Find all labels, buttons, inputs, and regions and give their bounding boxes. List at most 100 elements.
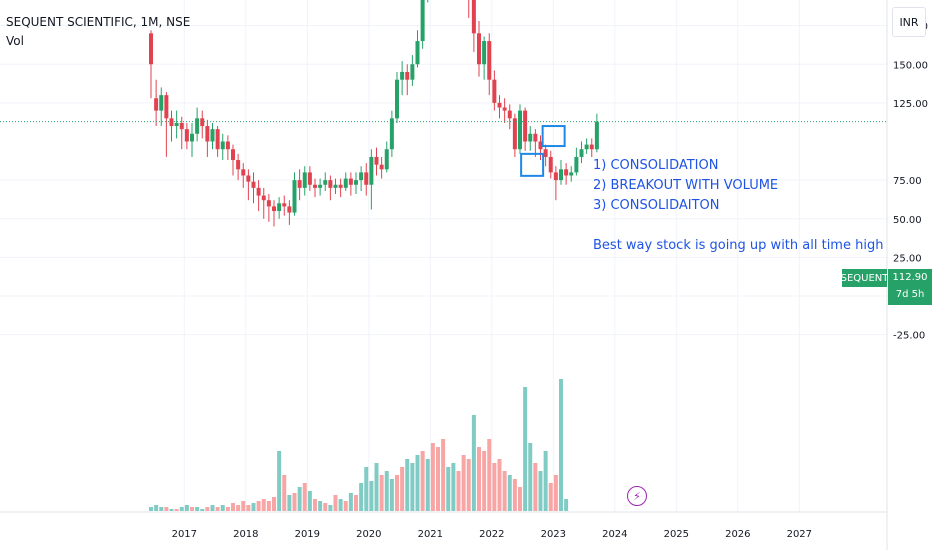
candle-body bbox=[410, 64, 415, 80]
volume-bar bbox=[205, 507, 210, 511]
x-tick-label: 2017 bbox=[172, 529, 197, 540]
volume-bar bbox=[333, 495, 338, 511]
volume-bar bbox=[266, 501, 271, 511]
volume-bar bbox=[477, 447, 481, 511]
volume-bar bbox=[512, 479, 517, 511]
volume-bar bbox=[533, 463, 538, 511]
candle-body bbox=[164, 95, 169, 119]
volume-bar bbox=[564, 499, 569, 511]
volume-indicator-label[interactable]: Vol bbox=[6, 34, 24, 48]
volume-bar bbox=[502, 471, 507, 511]
volume-bar bbox=[328, 505, 333, 511]
volume-bar bbox=[420, 451, 425, 511]
candle-body bbox=[272, 206, 276, 212]
candle-body bbox=[149, 33, 153, 65]
candle-body bbox=[261, 195, 266, 201]
candle-body bbox=[318, 184, 323, 188]
candle-body bbox=[512, 118, 517, 150]
annotation-note: Best way stock is going up with all time… bbox=[593, 238, 887, 253]
volume-bar bbox=[482, 451, 487, 511]
candle-body bbox=[589, 144, 594, 150]
candle-body bbox=[292, 180, 297, 213]
candle-body bbox=[251, 181, 256, 188]
candle-body bbox=[282, 203, 287, 207]
volume-bar bbox=[169, 509, 174, 511]
candle-body bbox=[195, 118, 200, 134]
lightning-icon[interactable]: ⚡ bbox=[627, 486, 647, 506]
candle-body bbox=[528, 133, 533, 142]
candle-body bbox=[564, 169, 569, 176]
volume-bar bbox=[277, 451, 282, 511]
last-price-tag: 112.90 7d 5h bbox=[888, 269, 932, 305]
volume-bar bbox=[292, 493, 297, 511]
volume-bar bbox=[313, 499, 317, 511]
candle-body bbox=[395, 79, 399, 119]
volume-bar bbox=[466, 459, 471, 511]
volume-bar bbox=[446, 467, 451, 511]
candle-body bbox=[184, 129, 189, 142]
x-tick-label: 2020 bbox=[356, 529, 381, 540]
candle-body bbox=[523, 110, 528, 142]
volume-bar bbox=[487, 439, 492, 511]
volume-bar bbox=[415, 455, 420, 511]
candle-body bbox=[205, 126, 210, 142]
volume-bar bbox=[307, 491, 312, 511]
volume-bar bbox=[159, 507, 164, 511]
volume-bar bbox=[559, 379, 563, 511]
volume-bar bbox=[471, 415, 476, 511]
x-tick-label: 2027 bbox=[787, 529, 812, 540]
candle-body bbox=[220, 141, 225, 150]
candle-body bbox=[348, 178, 353, 185]
candle-body bbox=[338, 184, 343, 188]
volume-bar bbox=[272, 497, 276, 511]
consolidation-box-2 bbox=[541, 125, 566, 148]
candle-body bbox=[328, 180, 333, 188]
candle-body bbox=[313, 184, 317, 188]
volume-bar bbox=[231, 503, 235, 511]
volume-bar bbox=[543, 451, 548, 511]
volume-bar bbox=[241, 501, 246, 511]
chart-title: SEQUENT SCIENTIFIC, 1M, NSE bbox=[6, 15, 191, 29]
volume-bar bbox=[379, 475, 384, 511]
volume-bar bbox=[210, 505, 215, 511]
x-tick-label: 2025 bbox=[664, 529, 689, 540]
candle-body bbox=[569, 172, 574, 176]
y-tick-label: 50.00 bbox=[893, 215, 922, 226]
candle-body bbox=[333, 184, 338, 188]
bar-countdown: 7d 5h bbox=[895, 289, 925, 300]
volume-bar bbox=[215, 507, 220, 511]
currency-selector[interactable]: INR bbox=[892, 7, 926, 37]
candle-body bbox=[379, 164, 384, 170]
volume-bar bbox=[200, 509, 205, 511]
candle-body bbox=[215, 129, 220, 150]
candle-body bbox=[297, 180, 302, 188]
last-price-value: 112.90 bbox=[892, 272, 928, 283]
volume-bar bbox=[436, 447, 440, 511]
volume-bar bbox=[410, 463, 415, 511]
y-tick-label: 125.00 bbox=[893, 99, 928, 110]
candle-body bbox=[559, 169, 563, 181]
candle-body bbox=[389, 118, 394, 150]
x-tick-label: 2021 bbox=[418, 529, 443, 540]
volume-bar bbox=[354, 495, 358, 511]
volume-bar bbox=[425, 459, 430, 511]
candle-body bbox=[307, 172, 312, 185]
volume-bar bbox=[389, 479, 394, 511]
candle-body bbox=[200, 118, 205, 127]
volume-bar bbox=[297, 487, 302, 511]
y-tick-label: 150.00 bbox=[893, 60, 928, 71]
volume-bar bbox=[154, 505, 159, 511]
candle-body bbox=[302, 172, 307, 188]
candle-body bbox=[482, 41, 487, 65]
candle-body bbox=[256, 187, 261, 196]
candle-body bbox=[415, 41, 420, 65]
volume-bar bbox=[518, 487, 522, 511]
candle-body bbox=[548, 156, 553, 173]
x-tick-label: 2023 bbox=[541, 529, 566, 540]
annotation-line-1: 1) CONSOLIDATION bbox=[593, 158, 719, 173]
candle-body bbox=[231, 149, 235, 161]
candle-body bbox=[277, 203, 282, 212]
volume-bar bbox=[164, 507, 169, 511]
candle-body bbox=[594, 121, 599, 150]
candle-body bbox=[374, 156, 379, 165]
